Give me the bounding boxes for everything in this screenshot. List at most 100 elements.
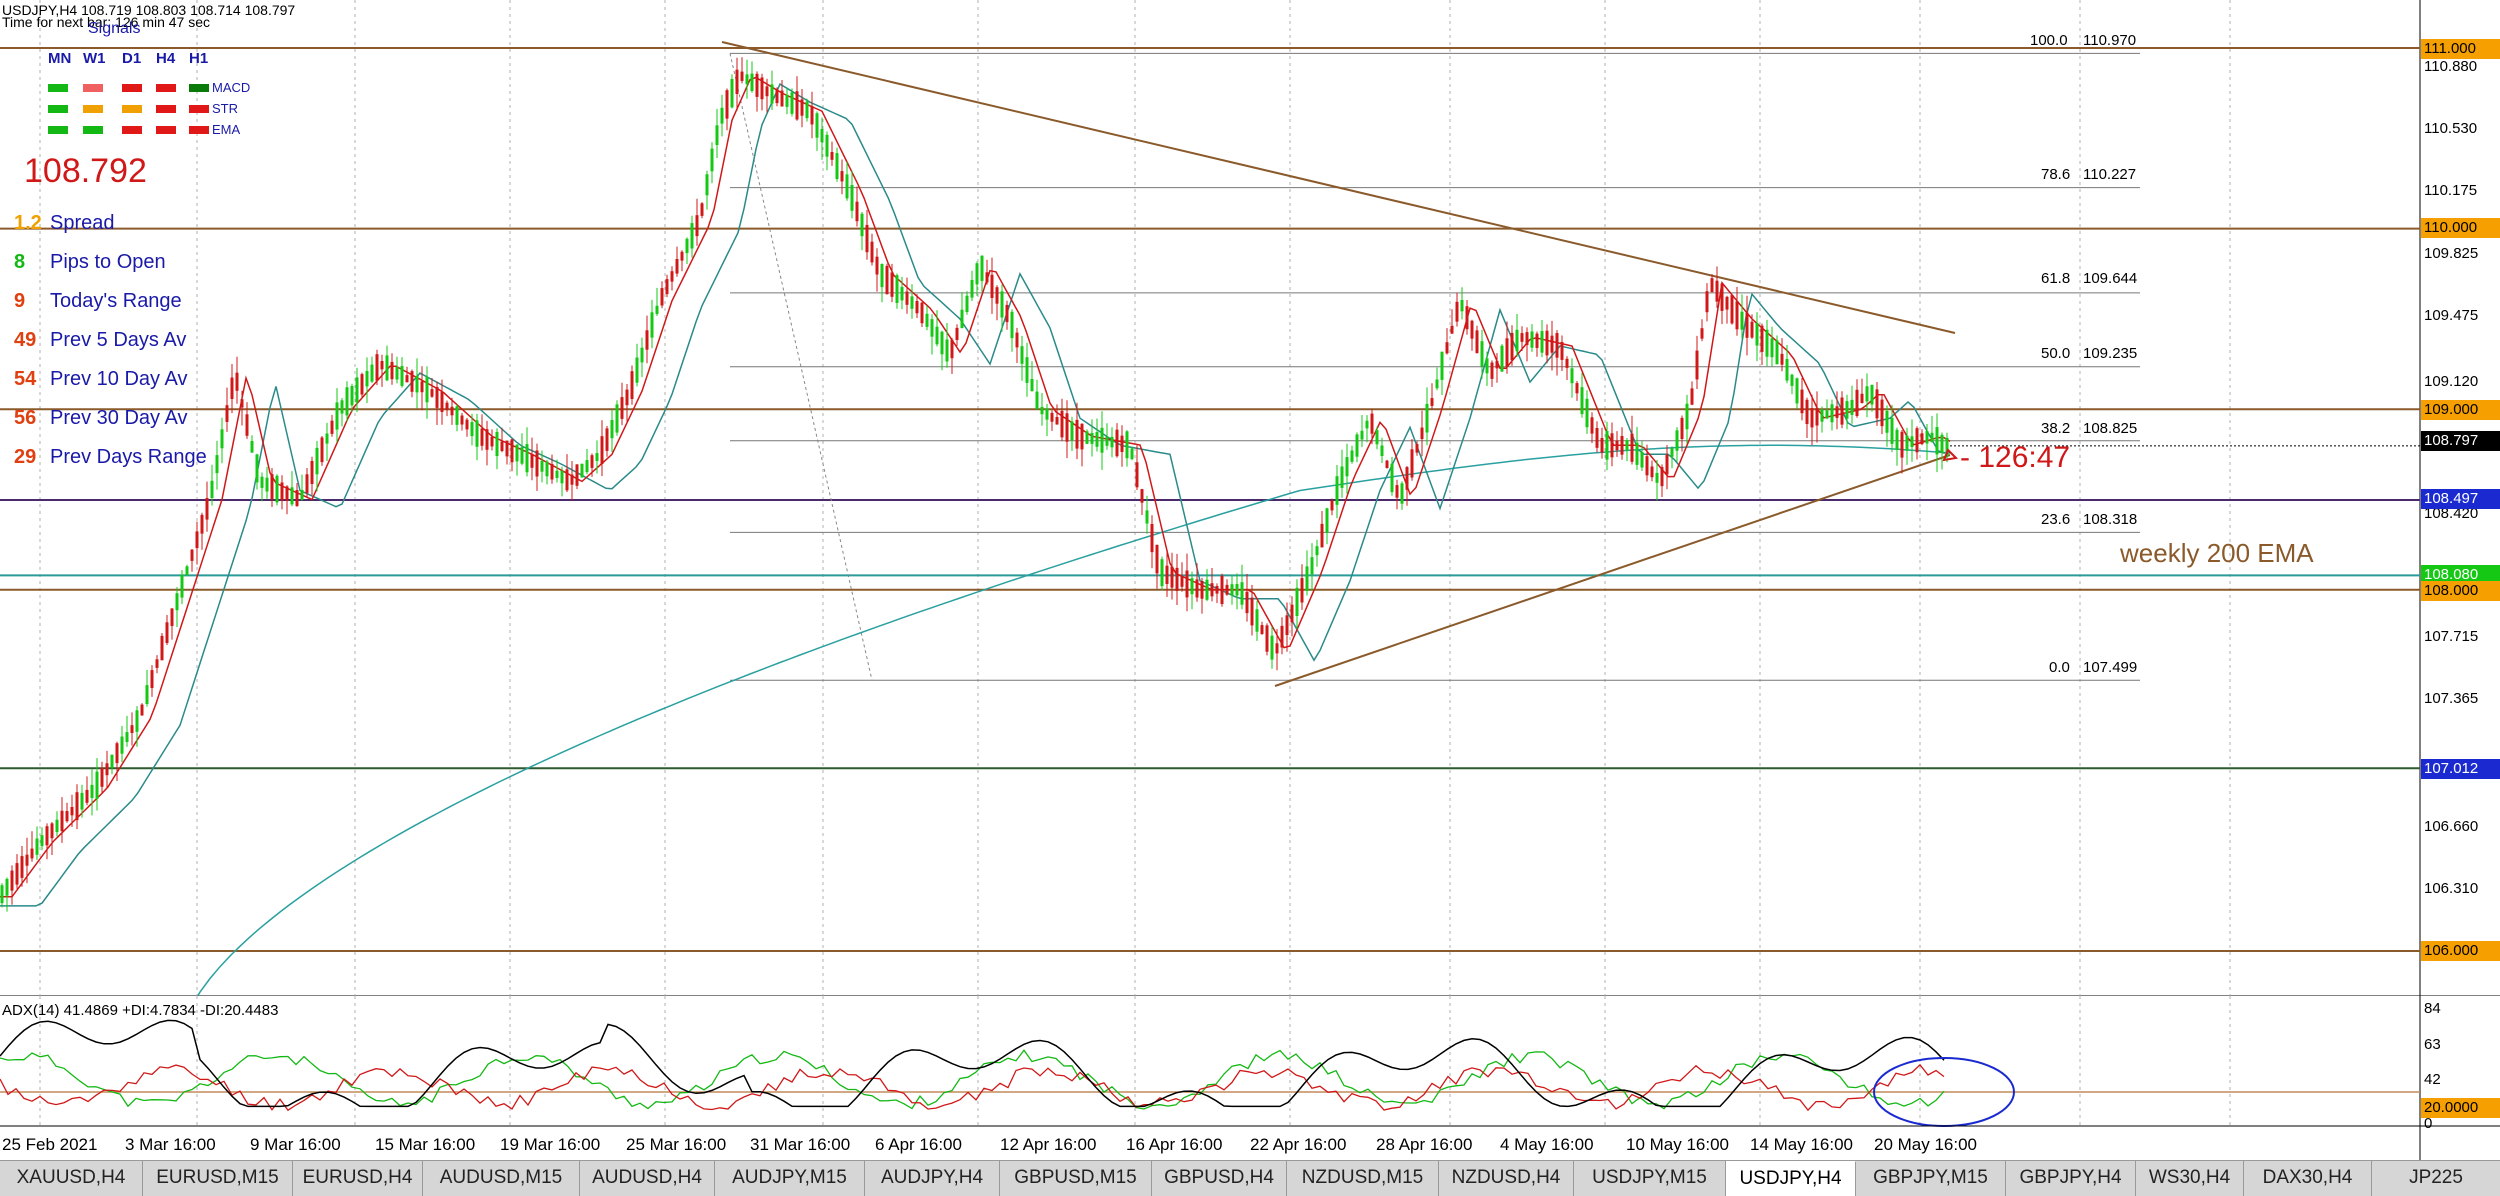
candle-body xyxy=(1810,408,1814,428)
candle-body xyxy=(505,440,509,457)
candle-body xyxy=(815,113,819,138)
candle-body xyxy=(1550,335,1554,353)
candle-body xyxy=(55,819,59,833)
signal-tf-w1: W1 xyxy=(83,50,106,67)
candle-body xyxy=(195,531,199,549)
candle-body xyxy=(945,339,949,362)
tab-usdjpy-h4[interactable]: USDJPY,H4 xyxy=(1726,1161,1856,1196)
tab-nzdusd-m15[interactable]: NZDUSD,M15 xyxy=(1287,1161,1439,1196)
candle-body xyxy=(1790,374,1794,386)
candle-body xyxy=(1210,583,1214,597)
candle-body xyxy=(385,355,389,381)
tab-audusd-m15[interactable]: AUDUSD,M15 xyxy=(423,1161,580,1196)
candle-body xyxy=(1945,437,1949,457)
adx-background xyxy=(0,996,2420,1160)
tab-gbpjpy-h4[interactable]: GBPJPY,H4 xyxy=(2006,1161,2136,1196)
candle-body xyxy=(615,404,619,433)
candle-body xyxy=(25,854,29,866)
fib-pct-236: 23.6 xyxy=(2041,511,2071,528)
tab-xauusd-h4[interactable]: XAUUSD,H4 xyxy=(0,1161,143,1196)
candle-body xyxy=(1020,346,1024,364)
tab-gbpusd-m15[interactable]: GBPUSD,M15 xyxy=(1000,1161,1152,1196)
candle-body xyxy=(1800,389,1804,414)
candle-body xyxy=(1140,489,1144,503)
tab-eurusd-h4[interactable]: EURUSD,H4 xyxy=(293,1161,423,1196)
candle-body xyxy=(390,361,394,380)
tab-audjpy-h4[interactable]: AUDJPY,H4 xyxy=(865,1161,1000,1196)
candle-body xyxy=(10,870,14,891)
candle-body xyxy=(645,330,649,350)
candle-body xyxy=(1320,523,1324,548)
candle-body xyxy=(625,389,629,406)
tab-audjpy-m15[interactable]: AUDJPY,M15 xyxy=(715,1161,865,1196)
candle-body xyxy=(90,784,94,798)
candle-body xyxy=(1890,417,1894,444)
signal-box xyxy=(48,105,68,113)
candle-body xyxy=(1750,321,1754,338)
tab-gbpusd-h4[interactable]: GBPUSD,H4 xyxy=(1152,1161,1287,1196)
candle-body xyxy=(1875,389,1879,419)
candle-body xyxy=(855,201,859,222)
candle-body xyxy=(235,372,239,391)
candle-body xyxy=(515,444,519,462)
candle-body xyxy=(545,461,549,477)
candle-body xyxy=(1295,587,1299,616)
candle-body xyxy=(1385,460,1389,468)
candle-body xyxy=(975,263,979,285)
adx-indicator-panel[interactable] xyxy=(0,996,2500,1160)
tab-jp225[interactable]: JP225 xyxy=(2409,1167,2463,1188)
fib-diagonal xyxy=(729,53,873,681)
candle-body xyxy=(1805,399,1809,424)
date-label: 6 Apr 16:00 xyxy=(875,1135,962,1154)
tab-eurusd-m15[interactable]: EURUSD,M15 xyxy=(143,1161,293,1196)
candle-body xyxy=(1240,582,1244,605)
candle-body xyxy=(1330,500,1334,511)
tab-gbpjpy-m15[interactable]: GBPJPY,M15 xyxy=(1856,1161,2006,1196)
candle-body xyxy=(590,455,594,468)
tab-nzdusd-h4[interactable]: NZDUSD,H4 xyxy=(1439,1161,1574,1196)
candle-body xyxy=(555,470,559,478)
candle-body xyxy=(1225,584,1229,595)
candle-body xyxy=(1190,578,1194,595)
candle-body xyxy=(1055,417,1059,425)
stat-value-prev5: 49 xyxy=(14,329,37,351)
candle-body xyxy=(1310,557,1314,575)
tab-ws30-h4[interactable]: WS30,H4 xyxy=(2136,1161,2244,1196)
candle-body xyxy=(1470,320,1474,339)
price-axis-label: 108.420 xyxy=(2424,505,2479,522)
price-chart[interactable] xyxy=(0,0,2500,996)
candle-body xyxy=(1940,434,1944,453)
candle-body xyxy=(550,464,554,480)
candle-body xyxy=(735,69,739,94)
candle-body xyxy=(1070,421,1074,441)
tab-dax30-h4[interactable]: DAX30,H4 xyxy=(2244,1161,2372,1196)
candle-body xyxy=(1420,427,1424,439)
candle-body xyxy=(810,106,814,125)
candle-body xyxy=(1850,399,1854,415)
candle-body xyxy=(355,377,359,403)
tab-usdjpy-m15[interactable]: USDJPY,M15 xyxy=(1574,1161,1726,1196)
candle-body xyxy=(1065,413,1069,442)
candle-body xyxy=(1535,333,1539,348)
tab-audusd-h4[interactable]: AUDUSD,H4 xyxy=(580,1161,715,1196)
candle-body xyxy=(105,763,109,776)
candle-body xyxy=(350,386,354,406)
candle-body xyxy=(1090,433,1094,444)
candle-body xyxy=(950,339,954,359)
candle-body xyxy=(200,514,204,534)
candle-body xyxy=(1045,408,1049,420)
candle-body xyxy=(65,811,69,822)
candle-body xyxy=(805,101,809,119)
adx-title: ADX(14) 41.4869 +DI:4.7834 -DI:20.4483 xyxy=(2,1002,279,1019)
stat-label-prev-days-range: Prev Days Range xyxy=(50,446,207,468)
candle-body xyxy=(455,406,459,425)
candle-body xyxy=(925,313,929,327)
price-axis-label: 107.365 xyxy=(2424,690,2479,707)
candle-body xyxy=(1605,431,1609,460)
candle-body xyxy=(980,255,984,281)
date-label: 31 Mar 16:00 xyxy=(750,1135,851,1154)
candle-body xyxy=(1350,450,1354,462)
candle-body xyxy=(440,391,444,412)
candle-body xyxy=(1245,591,1249,614)
candle-body xyxy=(1635,442,1639,465)
